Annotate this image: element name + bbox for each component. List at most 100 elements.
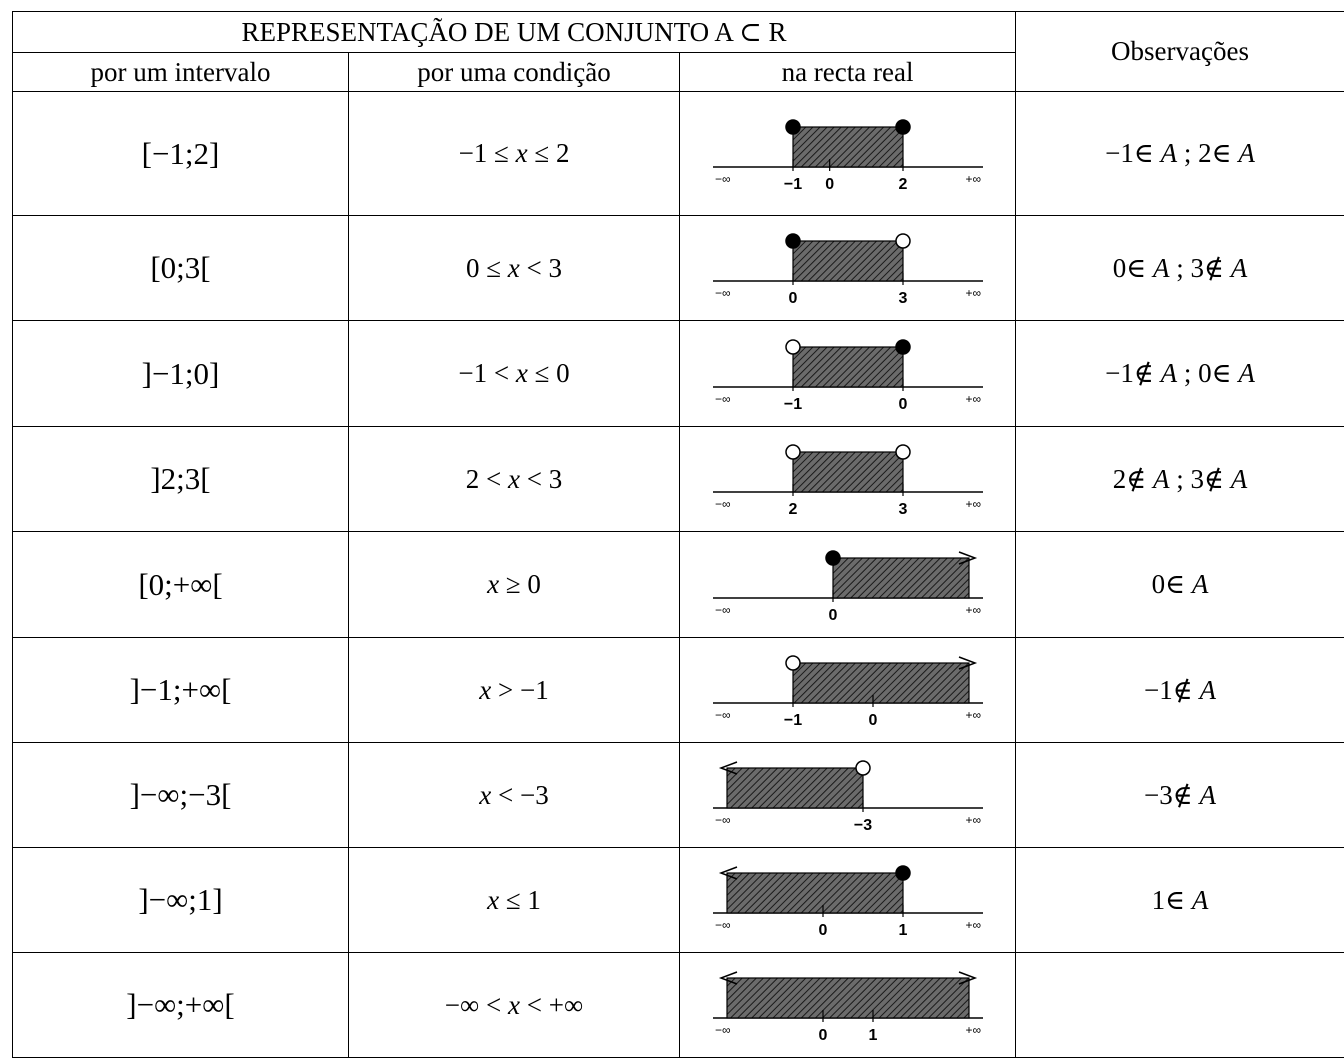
condition-cell: −1 ≤ x ≤ 2 [349, 92, 680, 216]
number-line-diagram: 0 1 −∞ +∞ [703, 960, 993, 1050]
neg-infinity-label: −∞ [715, 286, 731, 300]
interval-cell: ]−1;0] [13, 321, 349, 427]
tick-label: 3 [898, 501, 907, 518]
number-line-diagram: 0 −∞ +∞ [703, 540, 993, 630]
observation-cell: 0∈ A [1016, 532, 1344, 638]
number-line-diagram: −1 0 −∞ +∞ [703, 329, 993, 419]
open-endpoint [786, 445, 800, 459]
observation-cell: −1∉ A ; 0∈ A [1016, 321, 1344, 427]
table-row: [0;+∞[x ≥ 0 0 −∞ +∞ 0∈ A [13, 532, 1344, 638]
interval-cell: ]−∞;1] [13, 848, 349, 953]
table-row: [−1;2]−1 ≤ x ≤ 2 −1 0 2 −∞ +∞ −1∈ A ; 2∈ A [13, 92, 1344, 216]
condition-cell: x < −3 [349, 743, 680, 848]
condition-cell: 0 ≤ x < 3 [349, 216, 680, 321]
shaded-region [793, 347, 903, 387]
observation-cell: −1∉ A [1016, 638, 1344, 743]
closed-endpoint [826, 551, 840, 565]
pos-infinity-label: +∞ [965, 813, 981, 827]
tick-label: −1 [783, 176, 801, 193]
closed-endpoint [896, 340, 910, 354]
pos-infinity-label: +∞ [965, 918, 981, 932]
pos-infinity-label: +∞ [965, 1023, 981, 1037]
condition-cell: −1 < x ≤ 0 [349, 321, 680, 427]
shaded-region [793, 452, 903, 492]
pos-infinity-label: +∞ [965, 497, 981, 511]
tick-label: 0 [898, 396, 907, 413]
header-real-line: na recta real [680, 53, 1016, 92]
tick-label: 1 [868, 1027, 877, 1044]
tick-label: −1 [783, 712, 801, 729]
condition-cell: x > −1 [349, 638, 680, 743]
closed-endpoint [786, 234, 800, 248]
pos-infinity-label: +∞ [965, 286, 981, 300]
neg-infinity-label: −∞ [715, 1023, 731, 1037]
interval-cell: ]−1;+∞[ [13, 638, 349, 743]
pos-infinity-label: +∞ [965, 172, 981, 186]
shaded-region [833, 558, 969, 598]
observation-cell: −1∈ A ; 2∈ A [1016, 92, 1344, 216]
table-row: ]−1;0]−1 < x ≤ 0 −1 0 −∞ +∞ −1∉ A ; 0∈ A [13, 321, 1344, 427]
open-endpoint [786, 340, 800, 354]
shaded-region [793, 127, 903, 167]
shaded-region [727, 873, 903, 913]
interval-cell: ]−∞;−3[ [13, 743, 349, 848]
number-line-diagram: −1 0 2 −∞ +∞ [703, 109, 993, 199]
pos-infinity-label: +∞ [965, 603, 981, 617]
interval-cell: [0;+∞[ [13, 532, 349, 638]
pos-infinity-label: +∞ [965, 392, 981, 406]
tick-label: 0 [868, 712, 877, 729]
header-observations: Observações [1016, 12, 1344, 92]
set-representation-table: REPRESENTAÇÃO DE UM CONJUNTO A ⊂ R Obser… [12, 11, 1344, 1058]
observation-cell: 0∈ A ; 3∉ A [1016, 216, 1344, 321]
tick-label: 2 [898, 176, 907, 193]
real-line-cell: 0 −∞ +∞ [680, 532, 1016, 638]
interval-cell: [0;3[ [13, 216, 349, 321]
real-line-cell: −3−∞+∞ [680, 743, 1016, 848]
real-line-cell: 0 3 −∞ +∞ [680, 216, 1016, 321]
neg-infinity-label: −∞ [715, 708, 731, 722]
neg-infinity-label: −∞ [715, 603, 731, 617]
shaded-region [727, 978, 969, 1018]
condition-cell: 2 < x < 3 [349, 427, 680, 532]
interval-cell: ]2;3[ [13, 427, 349, 532]
tick-label: 0 [825, 176, 834, 193]
table-row: ]−∞;−3[x < −3−3−∞+∞−3∉ A [13, 743, 1344, 848]
open-endpoint [786, 656, 800, 670]
condition-cell: −∞ < x < +∞ [349, 953, 680, 1058]
observation-cell: 1∈ A [1016, 848, 1344, 953]
table-title: REPRESENTAÇÃO DE UM CONJUNTO A ⊂ R [13, 12, 1016, 53]
header-interval: por um intervalo [13, 53, 349, 92]
open-endpoint [896, 234, 910, 248]
tick-label: 2 [788, 501, 797, 518]
interval-cell: [−1;2] [13, 92, 349, 216]
observation-cell: −3∉ A [1016, 743, 1344, 848]
tick-label: 0 [828, 607, 837, 624]
neg-infinity-label: −∞ [715, 172, 731, 186]
number-line-diagram: 2 3 −∞ +∞ [703, 434, 993, 524]
tick-label: 0 [788, 290, 797, 307]
closed-endpoint [786, 120, 800, 134]
tick-label: 1 [898, 922, 907, 939]
shaded-region [793, 663, 969, 703]
open-endpoint [856, 761, 870, 775]
closed-endpoint [896, 866, 910, 880]
number-line-diagram: 0 3 −∞ +∞ [703, 223, 993, 313]
tick-label: 3 [898, 290, 907, 307]
tick-label: −1 [783, 396, 801, 413]
shaded-region [727, 768, 863, 808]
condition-cell: x ≥ 0 [349, 532, 680, 638]
real-line-cell: 0 1 −∞ +∞ [680, 953, 1016, 1058]
tick-label: 0 [818, 1027, 827, 1044]
observation-cell [1016, 953, 1344, 1058]
neg-infinity-label: −∞ [715, 497, 731, 511]
neg-infinity-label: −∞ [715, 392, 731, 406]
observation-cell: 2∉ A ; 3∉ A [1016, 427, 1344, 532]
shaded-region [793, 241, 903, 281]
